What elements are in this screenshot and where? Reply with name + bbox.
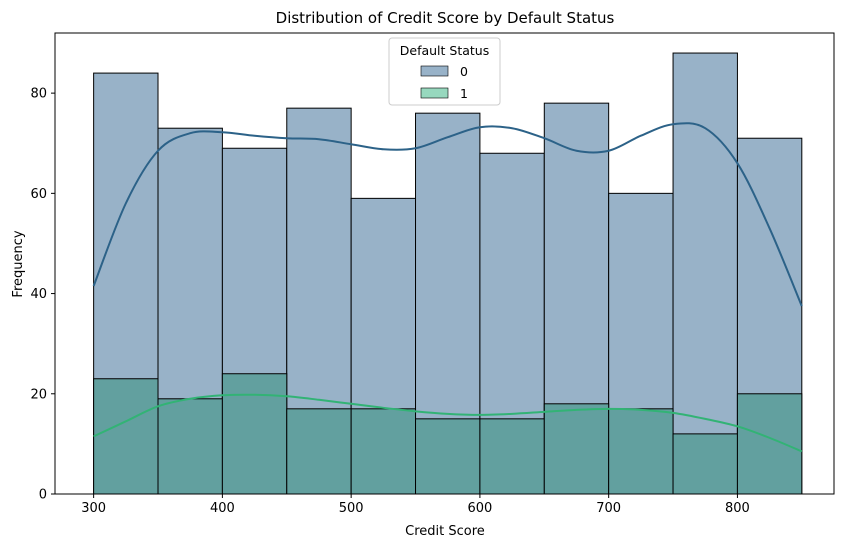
bar-series-1-bin-1 — [157, 398, 223, 495]
y-tick-label: 60 — [30, 187, 47, 202]
legend-title: Default Status — [400, 43, 489, 58]
legend: Default Status 0 1 — [388, 37, 501, 106]
x-tick-label: 500 — [339, 501, 364, 516]
chart-title: Distribution of Credit Score by Default … — [276, 9, 615, 27]
bars-layer — [93, 52, 803, 495]
x-tick-label: 400 — [210, 501, 235, 516]
bar-series-1-bin-6 — [479, 418, 545, 495]
legend-label-1: 1 — [460, 86, 468, 101]
bar-series-1-bin-7 — [543, 403, 610, 495]
y-tick-label: 0 — [39, 488, 47, 503]
legend-label-0: 0 — [460, 64, 468, 79]
x-tick-label: 800 — [725, 501, 750, 516]
bar-series-1-bin-0 — [93, 378, 159, 495]
y-axis-label: Frequency — [11, 230, 26, 297]
kde-layer — [92, 122, 803, 453]
kde-line-series-0 — [92, 122, 803, 307]
x-axis-label: Credit Score — [405, 524, 485, 539]
bar-series-1-bin-5 — [415, 418, 481, 495]
bar-series-1-bin-8 — [608, 408, 674, 495]
x-tick-label: 700 — [596, 501, 621, 516]
x-tick-label: 300 — [81, 501, 106, 516]
bar-series-1-bin-4 — [350, 408, 417, 495]
bar-series-1-bin-3 — [286, 408, 352, 495]
bar-series-0-bin-9 — [672, 52, 738, 495]
bar-series-1-bin-2 — [221, 373, 288, 495]
legend-swatch-0 — [420, 65, 449, 77]
x-tick-label: 600 — [467, 501, 492, 516]
y-tick-label: 80 — [30, 87, 47, 102]
x-axis: 300 400 500 600 700 800 — [81, 494, 750, 516]
bar-series-1-bin-10 — [736, 393, 803, 495]
kde-line-series-1 — [93, 393, 803, 453]
y-tick-label: 20 — [30, 387, 47, 402]
y-tick-label: 40 — [30, 287, 47, 302]
plot-frame — [54, 32, 835, 495]
y-axis: 0 20 40 60 80 — [30, 87, 55, 503]
bar-series-1-bin-9 — [672, 433, 738, 495]
legend-swatch-1 — [420, 87, 449, 99]
